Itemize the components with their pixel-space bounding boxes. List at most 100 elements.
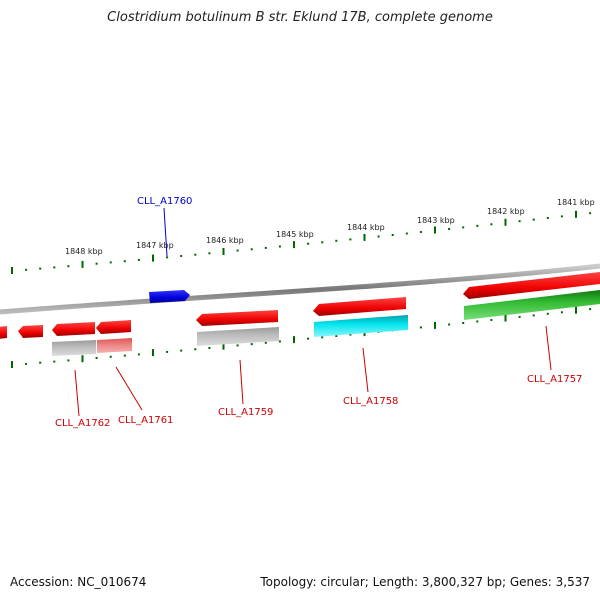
ruler-minor-tick xyxy=(166,256,169,259)
ruler-minor-tick xyxy=(448,323,451,326)
ruler-major-tick xyxy=(222,248,225,255)
ruler-minor-tick xyxy=(236,344,239,347)
ruler-minor-tick xyxy=(532,314,535,317)
ruler-minor-tick xyxy=(462,226,465,229)
ruler-minor-tick xyxy=(208,347,211,349)
ruler-minor-tick xyxy=(194,348,197,351)
ruler-major-tick xyxy=(222,342,225,350)
cds-arrow[interactable] xyxy=(313,297,406,316)
feature-track xyxy=(52,290,600,356)
gene-label-CLL_A1761[interactable]: CLL_A1761 xyxy=(118,415,173,426)
feature-bar-green[interactable] xyxy=(464,290,600,320)
ruler-minor-tick xyxy=(250,248,253,251)
ruler-major-tick xyxy=(293,336,295,344)
ruler-minor-tick xyxy=(166,350,169,353)
ruler-major-tick xyxy=(504,314,507,322)
cds-arrow[interactable] xyxy=(52,322,95,336)
ruler-minor-tick xyxy=(349,238,352,241)
ruler-minor-tick xyxy=(307,337,310,340)
ruler-minor-tick xyxy=(137,353,140,356)
gene-label-CLL_A1757[interactable]: CLL_A1757 xyxy=(527,374,582,385)
ruler-minor-tick xyxy=(25,362,28,365)
ruler-minor-tick xyxy=(307,242,310,245)
ruler-minor-tick xyxy=(335,239,338,242)
ruler-minor-tick xyxy=(518,315,521,318)
genome-backbone xyxy=(0,263,600,315)
ruler-minor-tick xyxy=(335,335,338,337)
ruler-minor-tick xyxy=(123,260,126,263)
ruler-minor-tick xyxy=(349,333,352,336)
ruler-minor-tick xyxy=(95,357,98,359)
ruler-major-tick xyxy=(575,210,577,218)
leader-lines xyxy=(74,207,552,417)
ruler-major-tick xyxy=(504,218,507,226)
outer-ruler xyxy=(11,210,592,274)
ruler-minor-tick xyxy=(419,231,422,233)
genome-summary-text: Topology: circular; Length: 3,800,327 bp… xyxy=(260,575,590,589)
gene-label-CLL_A1762[interactable]: CLL_A1762 xyxy=(55,418,110,429)
ruler-minor-tick xyxy=(321,241,324,244)
feature-bar-gray[interactable] xyxy=(52,340,96,356)
ruler-minor-tick xyxy=(589,308,592,311)
ruler-minor-tick xyxy=(476,320,479,323)
inner-ruler xyxy=(11,306,592,368)
feature-bar-pink[interactable] xyxy=(97,338,132,353)
tick-label-1844: 1844 kbp xyxy=(347,223,385,232)
ruler-minor-tick xyxy=(476,224,479,227)
ruler-minor-tick xyxy=(278,245,281,248)
ruler-minor-tick xyxy=(194,253,197,256)
gene-label-CLL_A1759[interactable]: CLL_A1759 xyxy=(218,407,273,418)
tick-label-1842: 1842 kbp xyxy=(487,207,525,216)
accession-text: Accession: NC_010674 xyxy=(10,575,147,589)
ruler-minor-tick xyxy=(321,336,324,339)
ruler-minor-tick xyxy=(462,322,465,324)
tick-label-1845: 1845 kbp xyxy=(276,230,314,239)
ruler-minor-tick xyxy=(391,234,394,236)
ruler-minor-tick xyxy=(490,223,493,226)
ruler-minor-tick xyxy=(264,246,267,249)
gene-label-CLL_A1760[interactable]: CLL_A1760 xyxy=(137,196,192,207)
ruler-minor-tick xyxy=(518,220,521,223)
ruler-major-tick xyxy=(363,233,366,241)
feature-bar-cyan[interactable] xyxy=(314,315,408,337)
ruler-major-tick xyxy=(434,321,436,329)
gene-label-CLL_A1758[interactable]: CLL_A1758 xyxy=(343,396,398,407)
ruler-major-tick xyxy=(575,306,577,314)
ruler-minor-tick xyxy=(180,255,183,257)
map-title: Clostridium botulinum B str. Eklund 17B,… xyxy=(107,10,493,25)
ruler-major-tick xyxy=(293,241,295,249)
ruler-major-tick xyxy=(152,254,154,262)
ruler-minor-tick xyxy=(208,252,211,255)
cds-arrow[interactable] xyxy=(0,326,7,339)
tick-label-1846: 1846 kbp xyxy=(206,236,244,245)
ruler-minor-tick xyxy=(53,266,56,269)
tick-label-1843: 1843 kbp xyxy=(417,216,455,225)
feature-bar-gray[interactable] xyxy=(197,327,279,346)
ruler-minor-tick xyxy=(405,232,408,235)
ruler-minor-tick xyxy=(560,311,563,314)
ruler-minor-tick xyxy=(39,361,42,364)
ruler-minor-tick xyxy=(109,355,112,358)
cds-arrow[interactable] xyxy=(18,325,43,338)
ruler-major-tick xyxy=(81,355,84,363)
gene-CLL_A1760[interactable] xyxy=(149,290,190,303)
cds-arrow[interactable] xyxy=(196,310,278,326)
tick-label-1847: 1847 kbp xyxy=(136,241,174,250)
ruler-minor-tick xyxy=(264,341,267,344)
ruler-minor-tick xyxy=(278,340,281,343)
ruler-minor-tick xyxy=(589,212,592,215)
ruler-major-tick xyxy=(11,267,13,274)
cds-arrow[interactable] xyxy=(96,320,131,334)
ruler-minor-tick xyxy=(95,262,98,265)
ruler-minor-tick xyxy=(532,218,535,221)
ruler-minor-tick xyxy=(109,261,112,264)
ruler-minor-tick xyxy=(560,215,563,218)
cds-arrow[interactable] xyxy=(463,272,600,299)
ruler-minor-tick xyxy=(25,268,28,271)
tick-label-1841: 1841 kbp xyxy=(557,198,595,207)
cds-track-reverse xyxy=(0,272,600,339)
ruler-minor-tick xyxy=(490,319,493,321)
ruler-major-tick xyxy=(81,260,84,268)
ruler-minor-tick xyxy=(180,349,183,352)
